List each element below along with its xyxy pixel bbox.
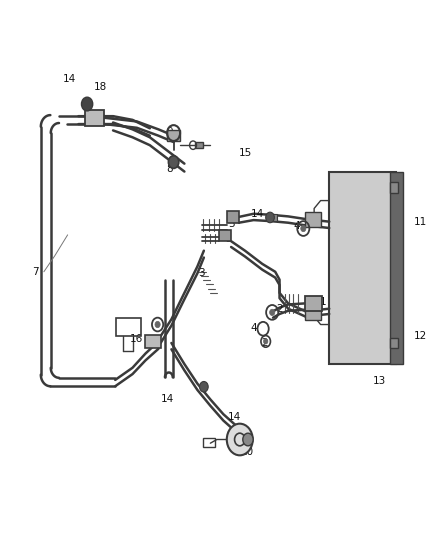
- Bar: [390, 182, 399, 192]
- Text: 13: 13: [372, 376, 385, 386]
- Circle shape: [301, 225, 306, 232]
- Text: 7: 7: [32, 267, 39, 277]
- Circle shape: [168, 156, 179, 168]
- Text: 14: 14: [63, 74, 77, 84]
- Bar: [390, 172, 403, 364]
- Text: 5: 5: [229, 219, 235, 229]
- Text: 3: 3: [198, 268, 205, 278]
- Text: 8: 8: [166, 164, 173, 174]
- Circle shape: [264, 339, 268, 344]
- Text: 9: 9: [166, 127, 173, 137]
- Bar: [304, 295, 322, 311]
- Text: 15: 15: [238, 148, 251, 158]
- Text: 4: 4: [293, 221, 300, 231]
- Circle shape: [81, 97, 93, 111]
- Bar: [85, 110, 104, 126]
- Circle shape: [266, 212, 274, 223]
- Bar: [195, 142, 203, 148]
- Text: 10: 10: [240, 447, 254, 457]
- Text: 4: 4: [250, 323, 257, 333]
- Bar: [268, 214, 276, 221]
- Bar: [219, 230, 231, 241]
- Bar: [305, 212, 321, 227]
- Circle shape: [227, 424, 253, 455]
- Text: 2: 2: [261, 338, 268, 348]
- Text: 14: 14: [160, 394, 174, 405]
- Bar: [329, 172, 396, 364]
- Bar: [227, 211, 239, 223]
- Circle shape: [155, 321, 160, 328]
- Bar: [305, 305, 321, 320]
- Text: 14: 14: [227, 412, 241, 422]
- Bar: [145, 335, 161, 348]
- Bar: [116, 318, 141, 336]
- Bar: [167, 131, 180, 141]
- Text: 12: 12: [413, 331, 427, 341]
- Bar: [390, 338, 399, 348]
- Text: 2: 2: [276, 304, 283, 314]
- Text: 6: 6: [224, 233, 231, 244]
- Text: 18: 18: [93, 82, 107, 92]
- Text: 11: 11: [413, 217, 427, 227]
- Circle shape: [200, 382, 208, 392]
- Circle shape: [243, 433, 253, 446]
- Text: 16: 16: [130, 334, 144, 344]
- Bar: [202, 439, 215, 447]
- Text: 1: 1: [319, 297, 326, 307]
- Text: 14: 14: [251, 209, 265, 219]
- Circle shape: [270, 309, 275, 316]
